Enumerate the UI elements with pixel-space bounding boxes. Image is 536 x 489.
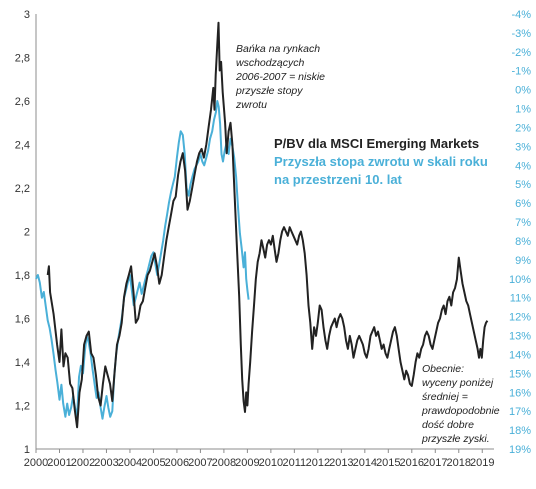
right-tick-label: 6%: [515, 198, 531, 210]
right-tick-label: 16%: [509, 387, 531, 399]
annotation-current-line: prawdopodobnie: [421, 405, 500, 417]
chart-title: P/BV dla MSCI Emerging Markets: [274, 136, 479, 151]
x-tick-label: 2016: [400, 457, 424, 469]
x-tick-label: 2018: [447, 457, 471, 469]
left-tick-label: 3: [24, 9, 30, 21]
right-tick-label: 19%: [509, 444, 531, 456]
annotation-bubble-line: przyszłe stopy: [235, 85, 303, 97]
right-tick-label: 9%: [515, 255, 531, 267]
left-tick-label: 2,8: [15, 53, 30, 65]
x-tick-label: 2014: [353, 457, 377, 469]
right-tick-label: 1%: [515, 104, 531, 116]
right-tick-label: 15%: [509, 368, 531, 380]
x-tick-label: 2001: [47, 457, 71, 469]
right-tick-label: 14%: [509, 349, 531, 361]
x-tick-label: 2005: [141, 457, 165, 469]
x-tick-label: 2013: [329, 457, 353, 469]
left-tick-label: 1,8: [15, 270, 30, 282]
right-tick-label: 2%: [515, 122, 531, 134]
left-axis-ticks: 1 1,2 1,4 1,6 1,8 2 2,2 2,4 2,6 2,8 3: [15, 9, 30, 456]
right-tick-label: -4%: [511, 9, 531, 21]
right-axis-ticks: -4% -3% -2% -1% 0% 1% 2% 3% 4% 5% 6% 7% 8% 9% 10% 11% 12…: [509, 9, 531, 456]
annotation-bubble: Bańka na rynkach wschodzących 2006-2007 …: [235, 43, 325, 111]
x-axis-ticks: 2000 2001 2002 2003 2004 2005 2006 2007 2008 2009…: [24, 449, 494, 469]
right-tick-label: 13%: [509, 331, 531, 343]
x-tick-label: 2011: [283, 457, 307, 469]
series-layer: [35, 21, 489, 429]
right-tick-label: 8%: [515, 236, 531, 248]
x-tick-label: 2009: [235, 457, 259, 469]
right-tick-label: 11%: [510, 293, 531, 305]
right-tick-label: 17%: [509, 406, 531, 418]
annotation-current: Obecnie: wyceny poniżej średniej = prawd…: [421, 363, 500, 445]
left-tick-label: 2,4: [15, 140, 30, 152]
annotation-bubble-line: Bańka na rynkach: [236, 43, 320, 55]
annotation-current-line: dość dobre: [422, 419, 474, 431]
x-tick-label: 2006: [165, 457, 189, 469]
x-tick-label: 2000: [24, 457, 48, 469]
left-tick-label: 1: [24, 444, 30, 456]
x-tick-label: 2019: [470, 457, 494, 469]
chart-subtitle-line-1: Przyszła stopa zwrotu w skali roku: [274, 154, 488, 169]
right-tick-label: 7%: [515, 217, 531, 229]
x-tick-label: 2015: [376, 457, 400, 469]
annotation-bubble-line: 2006-2007 = niskie: [235, 71, 325, 83]
right-tick-label: 18%: [509, 425, 531, 437]
right-tick-label: -1%: [511, 66, 531, 78]
x-tick-label: 2007: [188, 457, 212, 469]
left-tick-label: 1,2: [15, 401, 30, 413]
right-tick-label: -3%: [511, 28, 531, 40]
right-tick-label: 0%: [515, 85, 531, 97]
left-tick-label: 2: [24, 227, 30, 239]
x-tick-label: 2017: [423, 457, 447, 469]
x-tick-label: 2010: [259, 457, 283, 469]
left-tick-label: 1,4: [15, 357, 30, 369]
x-tick-label: 2012: [306, 457, 330, 469]
annotation-current-line: średniej =: [422, 391, 468, 403]
right-tick-label: 5%: [515, 179, 531, 191]
x-tick-label: 2004: [118, 457, 142, 469]
right-tick-label: -2%: [511, 47, 531, 59]
right-tick-label: 10%: [509, 274, 531, 286]
annotation-current-line: Obecnie:: [422, 363, 464, 375]
right-tick-label: 12%: [509, 312, 531, 324]
right-tick-label: 3%: [515, 141, 531, 153]
annotation-current-line: wyceny poniżej: [422, 377, 494, 389]
series-line-pbv: [46, 21, 489, 429]
annotation-bubble-line: zwrotu: [235, 99, 267, 111]
x-tick-label: 2008: [212, 457, 236, 469]
annotation-bubble-line: wschodzących: [236, 57, 304, 69]
x-tick-label: 2002: [71, 457, 95, 469]
left-tick-label: 1,6: [15, 314, 30, 326]
annotation-current-line: przyszłe zyski.: [421, 433, 490, 445]
right-tick-label: 4%: [515, 160, 531, 172]
chart-subtitle-line-2: na przestrzeni 10. lat: [274, 172, 403, 187]
x-tick-label: 2003: [94, 457, 118, 469]
left-tick-label: 2,6: [15, 96, 30, 108]
series-line-return: [35, 100, 250, 420]
left-tick-label: 2,2: [15, 183, 30, 195]
